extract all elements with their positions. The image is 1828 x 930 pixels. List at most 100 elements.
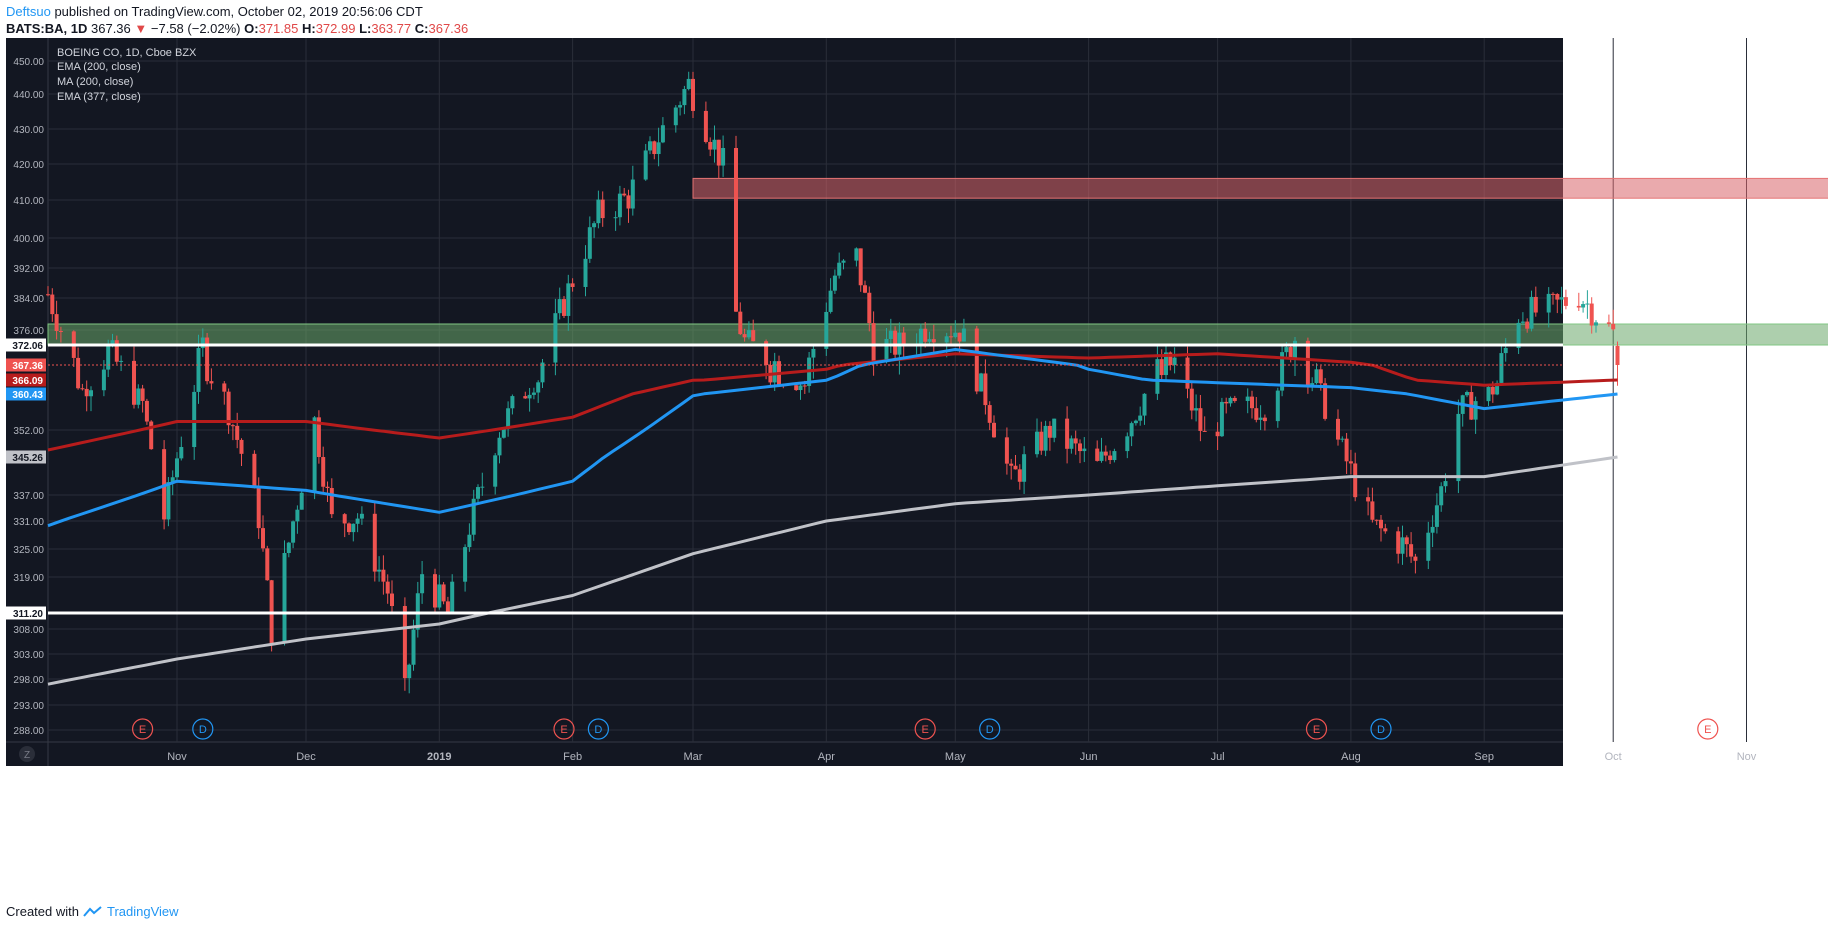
candle-body (140, 388, 145, 401)
candle-body (1606, 322, 1611, 324)
candle-body (355, 518, 360, 524)
candle-body (1142, 393, 1147, 416)
candle-body (557, 299, 562, 314)
candle-body (497, 437, 502, 456)
candle-body (1546, 293, 1551, 313)
candle-body (1112, 451, 1117, 461)
candle-body (1323, 383, 1328, 419)
candle-body (110, 340, 115, 344)
candle-body (1559, 297, 1564, 300)
candle-body (523, 396, 528, 399)
candle-body (712, 139, 717, 150)
candle-body (673, 107, 678, 126)
footer: Created with TradingView (6, 904, 179, 919)
candle-body (1340, 438, 1345, 440)
tradingview-logo-icon (83, 905, 102, 917)
open-label: O: (244, 21, 259, 36)
candle-body (1555, 294, 1560, 300)
candle-body (1495, 382, 1500, 395)
candle-body (1551, 293, 1555, 295)
candle-body (205, 337, 210, 382)
candle-body (746, 330, 751, 338)
candle-body (316, 417, 321, 458)
ema200-line (47, 352, 1618, 452)
high-value: 372.99 (315, 21, 356, 36)
candle-body (1052, 418, 1057, 438)
candle-body (1439, 486, 1444, 506)
candle-body (1250, 396, 1254, 409)
candle-body (256, 488, 261, 529)
y-tick-label: 430.00 (13, 125, 44, 136)
price-label-bg (6, 450, 46, 464)
candle-body (703, 110, 708, 142)
candle-body (1069, 438, 1074, 449)
candle-body (1043, 425, 1048, 451)
candle-body (1009, 463, 1014, 466)
candle-body (1155, 359, 1160, 394)
candle-body (1082, 448, 1087, 452)
y-tick-label: 392.00 (13, 264, 44, 275)
candle-body (536, 382, 541, 393)
dividend-event-icon (1370, 718, 1392, 740)
legend-item: EMA (200, close) (57, 61, 141, 73)
low-value: 363.77 (371, 21, 412, 36)
y-tick-label: 288.00 (13, 726, 44, 737)
x-tick-label: Nov (167, 751, 187, 763)
candle-body (510, 396, 515, 409)
candle-body (1164, 352, 1168, 376)
candle-body (1215, 431, 1220, 437)
event-label: D (594, 724, 602, 736)
candle-body (282, 553, 287, 644)
x-tick-label: Dec (296, 751, 316, 763)
x-tick-label: Sep (1474, 751, 1494, 763)
price-label: 367.36 (12, 361, 43, 372)
earnings-event-icon (1697, 718, 1719, 740)
candle-body (54, 314, 59, 332)
candle-body (291, 521, 296, 543)
candle-body (377, 569, 382, 572)
candle-body (476, 487, 480, 499)
candle-body (411, 629, 416, 665)
candle-body (1004, 437, 1009, 464)
event-label: D (1377, 724, 1385, 736)
candle-body (463, 547, 468, 582)
candle-body (992, 422, 996, 438)
dividend-event-icon (979, 718, 1001, 740)
candle-body (1503, 347, 1508, 354)
candle-body (979, 373, 984, 392)
candle-body (239, 439, 244, 454)
author-link[interactable]: Deftsuo (6, 4, 51, 19)
low-label: L: (359, 21, 372, 36)
candle-body (467, 534, 472, 548)
candle-body (1293, 340, 1297, 360)
tradingview-brand[interactable]: TradingView (106, 904, 179, 919)
candle-body (80, 388, 85, 390)
price-chart[interactable]: 450.00 440.00 430.00 420.00 410.00 400.00 392.… (0, 0, 1828, 900)
candle-body (953, 332, 958, 338)
candle-body (660, 125, 665, 143)
candle-body (1443, 481, 1448, 487)
resistance-zone (692, 177, 1828, 199)
candle-body (144, 400, 149, 422)
timezone-button-icon[interactable] (19, 746, 35, 762)
candle-body (691, 78, 695, 111)
candle-body (1615, 345, 1620, 365)
candle-body (1611, 323, 1616, 330)
candle-body (931, 339, 936, 343)
candle-body (1486, 386, 1491, 402)
candle-body (84, 388, 89, 397)
candle-body (961, 328, 966, 342)
candle-body (592, 223, 597, 228)
candle-body (1129, 423, 1134, 437)
last-price: 367.36 (91, 21, 131, 36)
candle-body (1310, 383, 1315, 386)
candle-body (562, 299, 566, 316)
open-value: 371.85 (258, 21, 299, 36)
grid (48, 38, 1747, 742)
candle-body (566, 283, 571, 316)
candle-body (772, 361, 777, 383)
y-tick-label: 308.00 (13, 625, 44, 636)
candle-body (811, 348, 816, 358)
candle-body (1035, 431, 1039, 455)
candle-body (1095, 448, 1100, 461)
